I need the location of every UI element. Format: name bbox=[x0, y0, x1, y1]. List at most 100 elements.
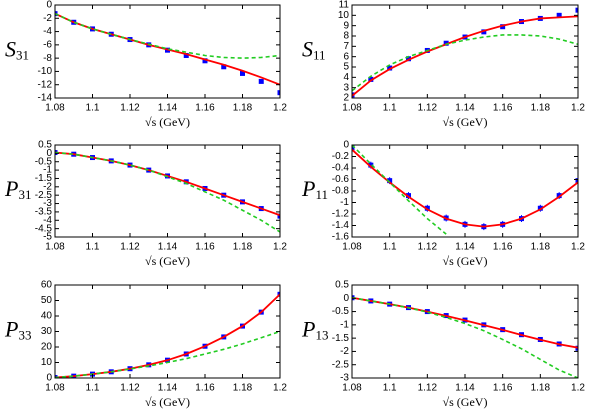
y-axis-label: S31 bbox=[5, 37, 29, 63]
x-tick-label: 1.12 bbox=[120, 242, 140, 253]
data-point bbox=[575, 7, 578, 13]
y-tick-label: 6 bbox=[343, 51, 349, 62]
plot-area bbox=[352, 7, 578, 98]
x-axis-label: √s (GeV) bbox=[443, 254, 488, 268]
data-point bbox=[240, 70, 245, 76]
y-tick-label: 7 bbox=[343, 41, 349, 52]
x-tick-label: 1.18 bbox=[531, 383, 551, 394]
fit-curve bbox=[55, 293, 280, 378]
y-tick-label: -1.5 bbox=[35, 173, 53, 184]
x-tick-label: 1.16 bbox=[493, 383, 513, 394]
y-tick-label: -4 bbox=[43, 215, 52, 226]
x-tick-label: 1.14 bbox=[158, 242, 178, 253]
y-tick-label: -0.2 bbox=[332, 151, 350, 162]
y-tick-label: -2.5 bbox=[332, 359, 350, 370]
plot-frame bbox=[351, 284, 579, 379]
y-tick-label: 0 bbox=[343, 140, 349, 151]
plot-frame bbox=[54, 144, 281, 238]
y-label-subscript: 11 bbox=[313, 47, 326, 62]
plot-area bbox=[352, 295, 578, 378]
data-point bbox=[406, 56, 411, 62]
plot-area bbox=[55, 291, 280, 378]
y-tick-label: -1.6 bbox=[332, 232, 350, 243]
y-tick-label: -8 bbox=[43, 53, 52, 64]
plot-area bbox=[55, 11, 280, 96]
x-tick-label: 1.08 bbox=[45, 242, 65, 253]
y-label-symbol: S bbox=[302, 37, 313, 62]
y-tick-label: -6 bbox=[43, 39, 52, 50]
x-tick-label: 1.12 bbox=[418, 383, 438, 394]
x-tick-label: 1.12 bbox=[120, 383, 140, 394]
data-point bbox=[368, 162, 374, 168]
panel: 0 10 20 30 40 50 60 1.08 1.1 1.12 1.14 1.16 1.18 1.2 √… bbox=[4, 280, 287, 409]
data-point bbox=[277, 213, 280, 219]
panel: -5-4.5-4-3.5-3-2.5-2-1.5-1-0.500.5 1.08 1.… bbox=[4, 140, 287, 268]
y-tick-label: -2.5 bbox=[35, 190, 53, 201]
data-point bbox=[406, 193, 411, 199]
y-tick-label: -3 bbox=[43, 198, 52, 209]
y-tick-label: -0.4 bbox=[332, 163, 350, 174]
x-tick-label: 1.14 bbox=[455, 242, 475, 253]
x-tick-label: 1.1 bbox=[383, 103, 397, 114]
y-tick-label: -14 bbox=[38, 93, 53, 104]
x-tick-label: 1.2 bbox=[273, 242, 287, 253]
x-tick-label: 1.18 bbox=[531, 103, 551, 114]
x-tick-label: 1.16 bbox=[493, 242, 513, 253]
y-tick-label: 0 bbox=[343, 293, 349, 304]
y-tick-label: -3.5 bbox=[35, 207, 53, 218]
y-tick-label: -4.5 bbox=[35, 223, 53, 234]
y-tick-label: -2 bbox=[340, 346, 349, 357]
y-label-subscript: 13 bbox=[315, 327, 328, 342]
y-label-symbol: P bbox=[4, 176, 18, 201]
y-tick-label: 10 bbox=[338, 10, 350, 21]
y-tick-label: 50 bbox=[41, 295, 53, 306]
y-tick-label: -1.2 bbox=[332, 209, 350, 220]
panel: -3 -2.5 -2 -1.5 -1 -0.5 0 0.5 1.08 1.1 1.12 1.14 1.1… bbox=[301, 280, 585, 409]
x-tick-label: 1.18 bbox=[233, 383, 253, 394]
y-tick-label: -2 bbox=[43, 181, 52, 192]
data-point bbox=[221, 64, 227, 70]
y-tick-label: -1.4 bbox=[332, 220, 350, 231]
data-point bbox=[575, 178, 578, 184]
model-curve-dashed bbox=[352, 34, 578, 92]
y-label-subscript: 33 bbox=[18, 327, 31, 342]
x-tick-label: 1.08 bbox=[45, 103, 65, 114]
y-tick-label: -1 bbox=[340, 197, 349, 208]
data-point bbox=[556, 12, 562, 18]
x-tick-label: 1.14 bbox=[455, 103, 475, 114]
y-tick-label: -4 bbox=[43, 26, 52, 37]
x-tick-label: 1.2 bbox=[571, 383, 585, 394]
y-tick-label: -0.5 bbox=[35, 156, 53, 167]
y-tick-label: 30 bbox=[41, 326, 53, 337]
x-tick-label: 1.16 bbox=[195, 242, 215, 253]
x-tick-label: 1.08 bbox=[342, 383, 362, 394]
y-tick-label: 0 bbox=[46, 0, 52, 11]
x-tick-label: 1.1 bbox=[383, 242, 397, 253]
y-tick-label: -0.8 bbox=[332, 186, 350, 197]
x-tick-label: 1.16 bbox=[195, 383, 215, 394]
panel: -1.6-1.4-1.2-1-0.8-0.6-0.4-0.20 1.08 1.1 1.… bbox=[301, 140, 585, 268]
data-point bbox=[183, 52, 189, 58]
x-tick-label: 1.2 bbox=[571, 242, 585, 253]
x-tick-label: 1.12 bbox=[418, 103, 438, 114]
fit-curve bbox=[352, 15, 578, 97]
data-point bbox=[424, 205, 430, 211]
x-tick-label: 1.1 bbox=[383, 383, 397, 394]
model-curve-dashed bbox=[352, 145, 447, 235]
y-tick-label: -5 bbox=[43, 232, 52, 243]
y-label-symbol: P bbox=[301, 176, 315, 201]
y-label-symbol: S bbox=[5, 37, 16, 62]
y-axis-label: S11 bbox=[302, 37, 326, 63]
y-tick-label: 9 bbox=[343, 20, 349, 31]
x-axis-label: √s (GeV) bbox=[145, 115, 190, 129]
y-label-subscript: 31 bbox=[16, 47, 29, 62]
y-tick-label: 0.5 bbox=[38, 140, 52, 151]
x-tick-label: 1.16 bbox=[493, 103, 513, 114]
plot-area bbox=[352, 145, 578, 235]
x-tick-label: 1.18 bbox=[233, 103, 253, 114]
y-tick-label: 10 bbox=[41, 357, 53, 368]
plot-frame bbox=[54, 284, 281, 379]
y-tick-label: 20 bbox=[41, 342, 53, 353]
x-tick-label: 1.18 bbox=[531, 242, 551, 253]
y-label-subscript: 31 bbox=[18, 187, 31, 202]
